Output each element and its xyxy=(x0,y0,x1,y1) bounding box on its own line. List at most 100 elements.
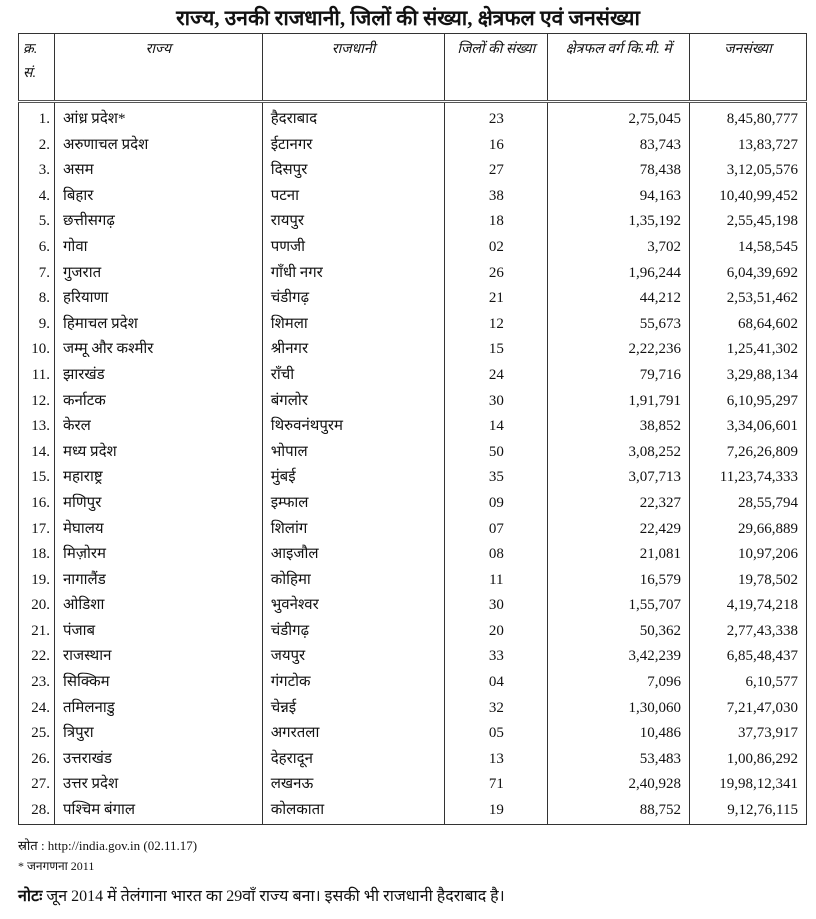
population-cell: 4,19,74,218 xyxy=(689,593,807,619)
serial-cell: 23. xyxy=(18,670,55,696)
state-cell: आंध्र प्रदेश* xyxy=(53,101,263,133)
serial-cell: 4. xyxy=(18,183,55,210)
capital-cell: हैदराबाद xyxy=(261,101,446,133)
table-row: 26. उत्तराखंड देहरादून 13 53,483 1,00,86,292 xyxy=(18,746,807,773)
districts-cell: 38 xyxy=(444,183,549,210)
population-cell: 29,66,889 xyxy=(689,516,807,543)
districts-cell: 23 xyxy=(444,101,549,133)
state-cell: बिहार xyxy=(53,183,263,210)
population-cell: 10,97,206 xyxy=(689,542,807,568)
table-row: 4. बिहार पटना 38 94,163 10,40,99,452 xyxy=(18,183,807,210)
serial-cell: 13. xyxy=(18,414,55,440)
serial-cell: 11. xyxy=(18,362,55,389)
table-row: 15. महाराष्ट्र मुंबई 35 3,07,713 11,23,74,333 xyxy=(18,465,807,491)
serial-cell: 12. xyxy=(18,388,55,415)
table-row: 2. अरुणाचल प्रदेश ईटानगर 16 83,743 13,83,727 xyxy=(18,132,807,159)
serial-cell: 1. xyxy=(18,101,55,133)
area-cell: 44,212 xyxy=(547,286,691,312)
population-cell: 19,78,502 xyxy=(689,567,807,594)
state-cell: छत्तीसगढ़ xyxy=(53,209,263,235)
population-cell: 2,77,43,338 xyxy=(689,618,807,645)
serial-cell: 8. xyxy=(18,286,55,312)
population-cell: 7,21,47,030 xyxy=(689,695,807,722)
table-row: 27. उत्तर प्रदेश लखनऊ 71 2,40,928 19,98,12,34… xyxy=(18,772,807,799)
capital-cell: जयपुर xyxy=(261,644,446,671)
population-cell: 11,23,74,333 xyxy=(689,465,807,491)
area-cell: 55,673 xyxy=(547,311,691,338)
population-cell: 3,12,05,576 xyxy=(689,158,807,184)
districts-cell: 30 xyxy=(444,593,549,619)
state-cell: कर्नाटक xyxy=(53,388,263,415)
states-table: क्र. सं. राज्य राजधानी जिलों की संख्या क… xyxy=(18,33,807,825)
serial-cell: 21. xyxy=(18,618,55,645)
districts-cell: 27 xyxy=(444,158,549,184)
capital-cell: श्रीनगर xyxy=(261,337,446,363)
serial-cell: 3. xyxy=(18,158,55,184)
header-area: क्षेत्रफल वर्ग कि.मी. में xyxy=(547,33,691,103)
districts-cell: 02 xyxy=(444,234,549,261)
note-text: जून 2014 में तेलंगाना भारत का 29वाँ राज्… xyxy=(42,888,505,905)
serial-cell: 24. xyxy=(18,695,55,722)
population-cell: 1,25,41,302 xyxy=(689,337,807,363)
districts-cell: 20 xyxy=(444,618,549,645)
table-row: 7. गुजरात गाँधी नगर 26 1,96,244 6,04,39,692 xyxy=(18,260,807,287)
area-cell: 2,40,928 xyxy=(547,772,691,799)
table-row: 28. पश्चिम बंगाल कोलकाता 19 88,752 9,12,76,11… xyxy=(18,798,807,825)
population-cell: 19,98,12,341 xyxy=(689,772,807,799)
area-cell: 88,752 xyxy=(547,798,691,825)
table-row: 5. छत्तीसगढ़ रायपुर 18 1,35,192 2,55,45,198 xyxy=(18,209,807,235)
table-header-row: क्र. सं. राज्य राजधानी जिलों की संख्या क… xyxy=(18,33,807,103)
capital-cell: भोपाल xyxy=(261,439,446,466)
serial-cell: 2. xyxy=(18,132,55,159)
state-cell: पंजाब xyxy=(53,618,263,645)
table-row: 9. हिमाचल प्रदेश शिमला 12 55,673 68,64,602 xyxy=(18,311,807,338)
districts-cell: 05 xyxy=(444,721,549,747)
districts-cell: 12 xyxy=(444,311,549,338)
area-cell: 78,438 xyxy=(547,158,691,184)
capital-cell: पणजी xyxy=(261,234,446,261)
serial-cell: 17. xyxy=(18,516,55,543)
table-row: 13. केरल थिरुवनंथपुरम 14 38,852 3,34,06,601 xyxy=(18,414,807,440)
area-cell: 2,22,236 xyxy=(547,337,691,363)
population-cell: 68,64,602 xyxy=(689,311,807,338)
area-cell: 1,96,244 xyxy=(547,260,691,287)
table-row: 8. हरियाणा चंडीगढ़ 21 44,212 2,53,51,462 xyxy=(18,286,807,312)
capital-cell: अगरतला xyxy=(261,721,446,747)
population-cell: 3,34,06,601 xyxy=(689,414,807,440)
area-cell: 3,08,252 xyxy=(547,439,691,466)
state-cell: मणिपुर xyxy=(53,490,263,517)
state-cell: मेघालय xyxy=(53,516,263,543)
state-cell: उत्तर प्रदेश xyxy=(53,772,263,799)
population-cell: 3,29,88,134 xyxy=(689,362,807,389)
table-row: 10. जम्मू और कश्मीर श्रीनगर 15 2,22,236 1,25,… xyxy=(18,337,807,363)
table-row: 23. सिक्किम गंगटोक 04 7,096 6,10,577 xyxy=(18,670,807,696)
note: नोटः जून 2014 में तेलंगाना भारत का 29वाँ… xyxy=(18,884,505,906)
districts-cell: 07 xyxy=(444,516,549,543)
population-cell: 1,00,86,292 xyxy=(689,746,807,773)
state-cell: गोवा xyxy=(53,234,263,261)
state-cell: नागालैंड xyxy=(53,567,263,594)
area-cell: 22,327 xyxy=(547,490,691,517)
districts-cell: 30 xyxy=(444,388,549,415)
area-cell: 1,30,060 xyxy=(547,695,691,722)
districts-cell: 33 xyxy=(444,644,549,671)
population-cell: 6,04,39,692 xyxy=(689,260,807,287)
districts-cell: 16 xyxy=(444,132,549,159)
state-cell: अरुणाचल प्रदेश xyxy=(53,132,263,159)
table-row: 11. झारखंड राँची 24 79,716 3,29,88,134 xyxy=(18,362,807,389)
population-cell: 2,55,45,198 xyxy=(689,209,807,235)
page-title: राज्य, उनकी राजधानी, जिलों की संख्या, क्… xyxy=(176,6,640,30)
serial-cell: 5. xyxy=(18,209,55,235)
districts-cell: 26 xyxy=(444,260,549,287)
capital-cell: बंगलोर xyxy=(261,388,446,415)
serial-cell: 10. xyxy=(18,337,55,363)
serial-cell: 15. xyxy=(18,465,55,491)
area-cell: 79,716 xyxy=(547,362,691,389)
serial-cell: 26. xyxy=(18,746,55,773)
area-cell: 16,579 xyxy=(547,567,691,594)
area-cell: 1,91,791 xyxy=(547,388,691,415)
districts-cell: 09 xyxy=(444,490,549,517)
districts-cell: 19 xyxy=(444,798,549,825)
capital-cell: चेन्नई xyxy=(261,695,446,722)
state-cell: सिक्किम xyxy=(53,670,263,696)
